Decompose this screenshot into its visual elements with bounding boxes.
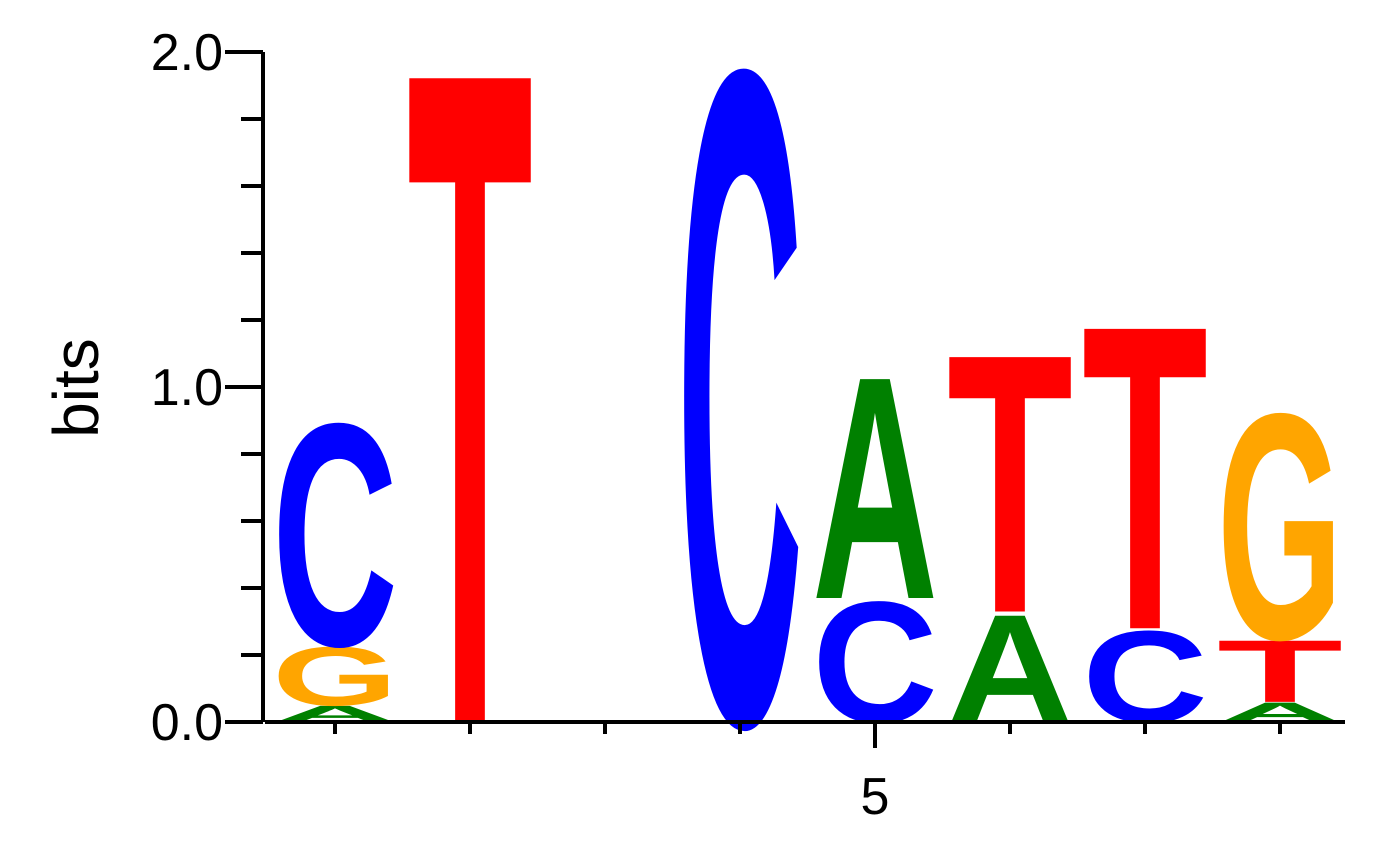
- y-tick-label: 2.0: [151, 24, 223, 82]
- logo-letter-a: A: [812, 312, 938, 667]
- logo-column-2: T: [407, 0, 533, 842]
- logo-letter-c: C: [677, 0, 803, 842]
- y-axis: 0.0 1.0 2.0: [151, 24, 265, 752]
- logo-letter-g: G: [1217, 348, 1343, 708]
- logo-column-1: AGC: [272, 359, 398, 728]
- logo-letter-t: T: [947, 278, 1073, 690]
- logo-column-7: CT: [1082, 236, 1208, 750]
- logo-letter-t: T: [1082, 236, 1208, 722]
- y-axis-label: bits: [40, 338, 112, 438]
- logo-column-5: CA: [812, 312, 938, 759]
- logo-column-4: C: [677, 0, 803, 842]
- logo-column-8: ATG: [1217, 348, 1343, 729]
- logo-letter-c: C: [272, 359, 398, 714]
- logo-letter-t: T: [1217, 621, 1343, 721]
- logo-column-6: AT: [947, 278, 1073, 755]
- logo-letter-t: T: [407, 0, 533, 842]
- y-tick-label: 1.0: [151, 359, 223, 417]
- x-axis: 5: [265, 720, 1345, 826]
- x-tick-label: 5: [861, 768, 890, 826]
- logo-letter-g: G: [272, 630, 398, 724]
- y-tick-label: 0.0: [151, 694, 223, 752]
